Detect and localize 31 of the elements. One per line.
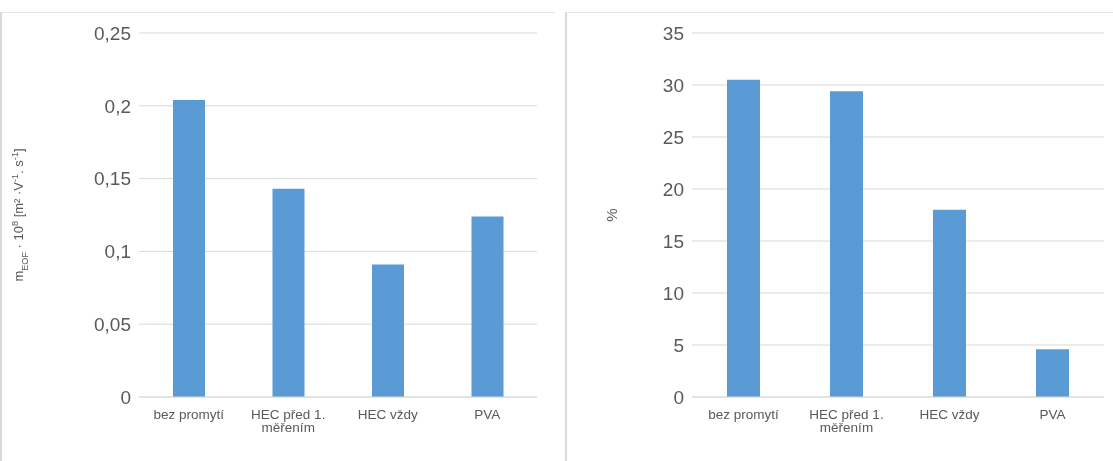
y-tick-label: 0,1 bbox=[104, 241, 131, 263]
x-tick-label: HEC vždy bbox=[919, 406, 980, 422]
y-tick-label: 0,15 bbox=[94, 168, 131, 190]
x-tick-label: HEC před 1. měřením bbox=[809, 406, 884, 436]
x-tick-label: HEC před 1. měřením bbox=[251, 406, 326, 436]
x-tick-label: bez promytí bbox=[708, 406, 780, 422]
bar bbox=[173, 99, 205, 397]
bar bbox=[272, 188, 305, 397]
bar bbox=[830, 91, 863, 397]
y-tick-label: 10 bbox=[662, 282, 684, 304]
y-tick-label: 0,05 bbox=[94, 313, 131, 335]
y-tick-label: 30 bbox=[662, 74, 684, 96]
y-tick-label: 0 bbox=[120, 386, 131, 408]
x-tick-label: bez promytí bbox=[153, 406, 225, 422]
x-tick-label: PVA bbox=[474, 406, 501, 422]
y-tick-label: 15 bbox=[662, 230, 684, 252]
y-tick-label: 25 bbox=[662, 126, 684, 148]
y-axis-title: % bbox=[603, 208, 620, 222]
x-tick-label: PVA bbox=[1039, 406, 1066, 422]
bar bbox=[372, 264, 404, 397]
y-tick-label: 0 bbox=[673, 386, 684, 408]
y-tick-label: 0,2 bbox=[104, 95, 131, 117]
bar bbox=[727, 79, 760, 397]
y-tick-label: 0,25 bbox=[94, 22, 131, 44]
bar bbox=[933, 209, 966, 397]
bar bbox=[471, 216, 504, 397]
x-tick-label: HEC vždy bbox=[357, 406, 418, 422]
bar bbox=[1036, 349, 1069, 397]
y-tick-label: 35 bbox=[662, 22, 684, 44]
y-tick-label: 20 bbox=[662, 178, 684, 200]
y-tick-label: 5 bbox=[673, 334, 684, 356]
